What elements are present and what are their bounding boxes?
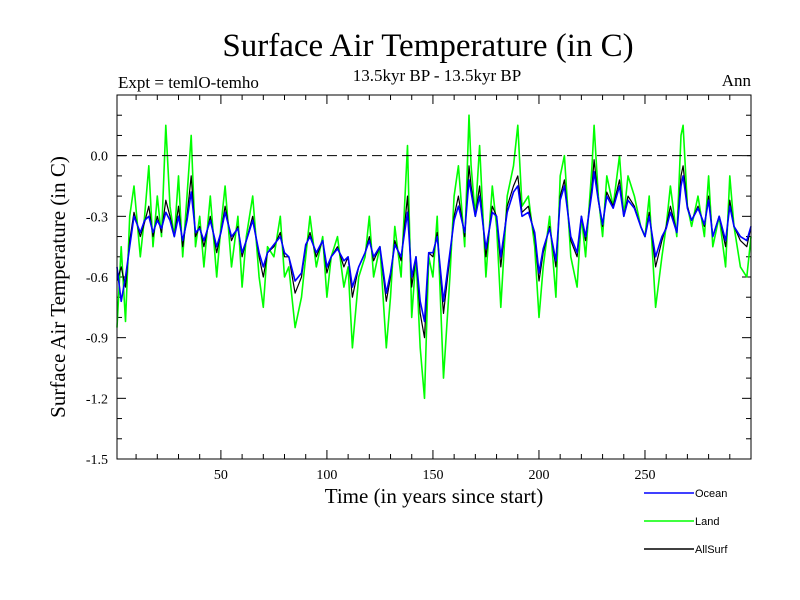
x-tick-label: 250 [634, 468, 655, 483]
x-tick-label: 100 [316, 468, 337, 483]
subtitle-left: Expt = temlO-temho [118, 73, 259, 92]
subtitle-center: 13.5kyr BP - 13.5kyr BP [353, 66, 521, 85]
x-axis-label: Time (in years since start) [325, 484, 544, 508]
plot-frame [116, 94, 752, 460]
x-tick-label: 200 [528, 468, 549, 483]
legend-label-allsurf: AllSurf [695, 544, 728, 556]
x-tick-label: 150 [422, 468, 443, 483]
series-lines [116, 114, 752, 400]
y-axis-label: Surface Air Temperature (in C) [46, 156, 70, 418]
axis-ticks [117, 95, 751, 460]
legend: Ocean Land AllSurf [644, 488, 728, 556]
legend-label-ocean: Ocean [695, 488, 727, 500]
axis-tick-labels: 50 100 150 200 250 0.0 -0.3 -0.6 -0.9 -1.2 -1.5 [86, 150, 656, 483]
x-tick-label: 50 [214, 468, 228, 483]
y-tick-label: -0.9 [86, 332, 108, 347]
y-tick-label: -0.3 [86, 210, 108, 225]
chart-title: Surface Air Temperature (in C) [222, 28, 633, 64]
y-tick-label: -1.2 [86, 392, 108, 407]
y-tick-label: 0.0 [91, 150, 109, 165]
y-tick-label: -0.6 [86, 271, 108, 286]
series-line-ocean [116, 171, 752, 323]
y-tick-label: -1.5 [86, 453, 108, 468]
legend-label-land: Land [695, 516, 719, 528]
subtitle-right: Ann [722, 71, 752, 90]
